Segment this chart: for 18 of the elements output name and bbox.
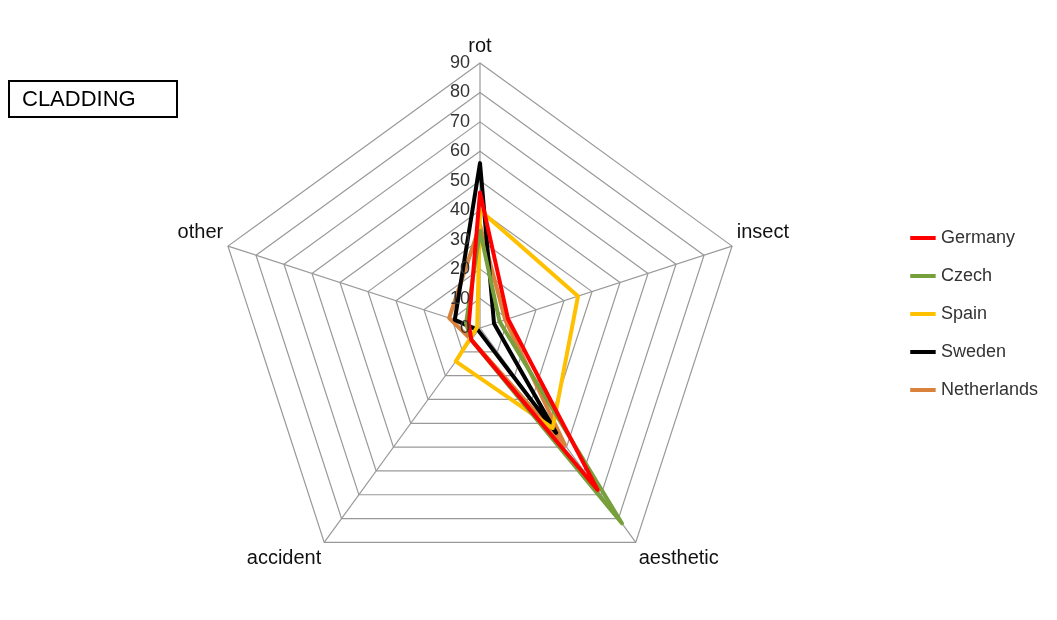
spoke-label: rot (468, 33, 493, 56)
y-tick-label: 60 (449, 140, 470, 161)
y-tick-label: 40 (449, 199, 470, 220)
y-tick-label: 90 (449, 51, 470, 72)
y-tick-label: 50 (449, 169, 470, 190)
spoke-label: accident (246, 545, 322, 568)
legend-label: Sweden (940, 340, 1006, 361)
spoke-label: insect (736, 220, 790, 243)
legend-label: Netherlands (940, 378, 1038, 399)
text: CLADDING (8, 80, 178, 118)
legend-label: Germany (940, 226, 1015, 247)
y-tick-label: 0 (459, 316, 470, 337)
legend-label: Czech (940, 264, 992, 285)
spoke-label: aesthetic (638, 545, 719, 568)
y-tick-label: 70 (449, 110, 470, 131)
spoke-label: other (177, 220, 224, 243)
legend-label: Spain (940, 302, 987, 323)
y-tick-label: 80 (449, 81, 470, 102)
